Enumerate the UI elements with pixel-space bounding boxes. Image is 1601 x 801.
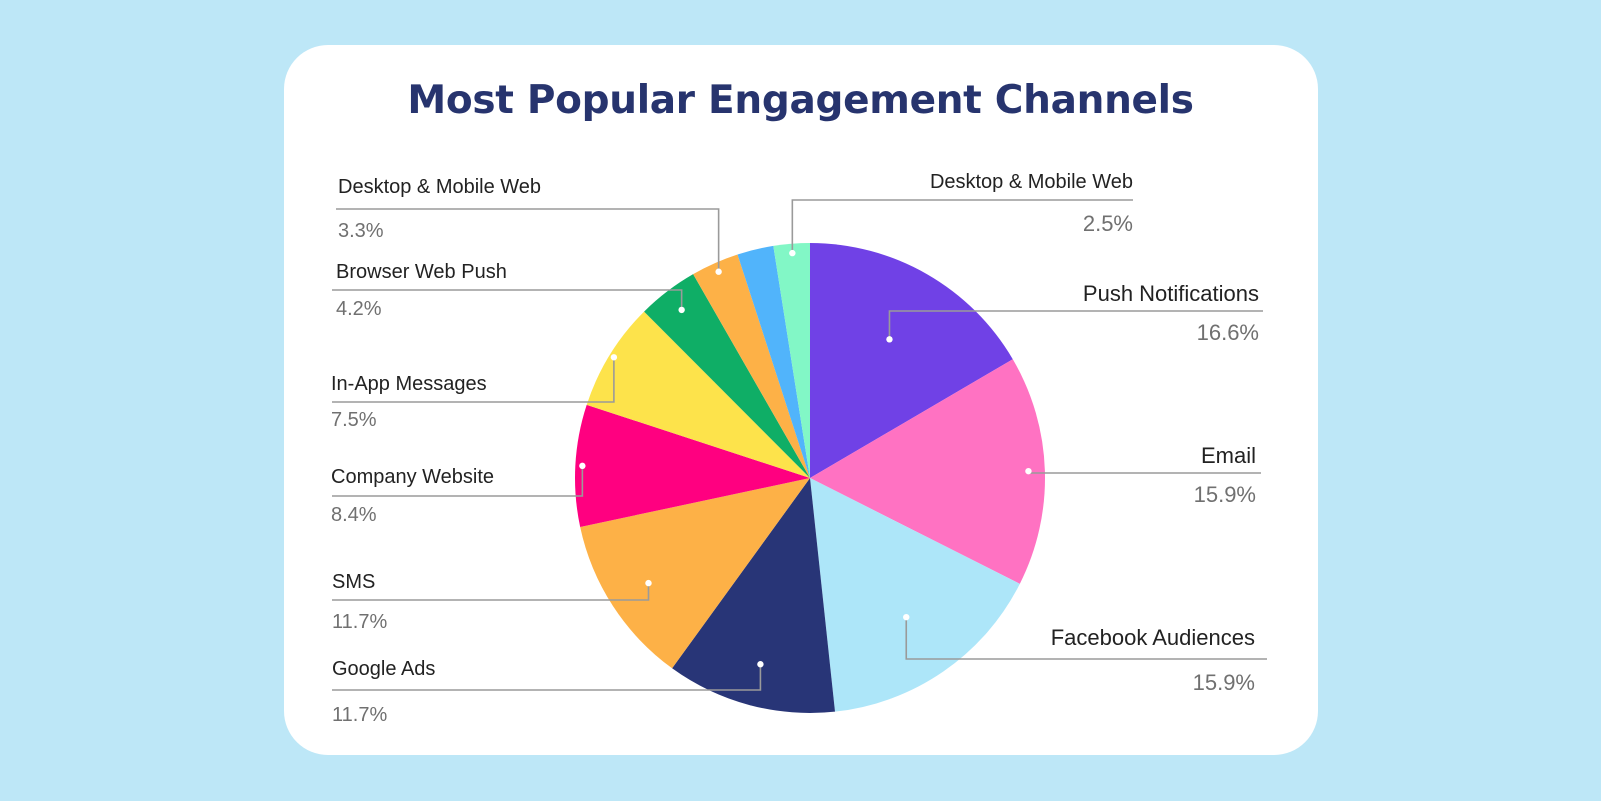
pie-slice-4-google-ads (672, 478, 836, 713)
leader-line-3 (905, 617, 1267, 660)
pie-slice-7-in-app-messages (586, 311, 810, 478)
slice-value-1: 16.6% (1197, 320, 1259, 345)
slice-value-2: 15.9% (1194, 482, 1256, 507)
slice-label-8: Browser Web Push (336, 261, 507, 283)
leader-line-11 (791, 199, 1133, 254)
pie-slice-5-sms (580, 478, 810, 669)
leader-dot-4 (757, 661, 764, 668)
leader-dot-6 (579, 462, 586, 470)
slice-value-6: 8.4% (331, 504, 377, 526)
pie-slice-6-company-website (575, 404, 810, 528)
pie-slice-1-push-notifications (810, 243, 1013, 478)
pie-slice-2-email (810, 359, 1045, 584)
slice-label-3: Facebook Audiences (1051, 625, 1255, 650)
chart-title: Most Popular Engagement Channels (407, 78, 1194, 123)
slice-label-9: Desktop & Mobile Web (338, 176, 541, 198)
slice-label-7: In-App Messages (331, 373, 487, 395)
leader-dot-7 (610, 354, 618, 361)
slice-value-8: 4.2% (336, 298, 382, 320)
pie-slice-3-facebook-audiences (810, 478, 1020, 712)
slice-label-2: Email (1201, 443, 1256, 468)
slice-value-3: 15.9% (1193, 670, 1255, 695)
leader-dot-8 (678, 306, 685, 314)
pie-slice-9-desktop-and-mobile-web (693, 254, 810, 478)
slice-value-7: 7.5% (331, 409, 377, 431)
leader-dot-2 (1025, 467, 1032, 475)
pie-slice-8-browser-web-push (644, 274, 810, 478)
slice-value-5: 11.7% (332, 611, 387, 633)
leader-line-6 (332, 465, 584, 497)
leader-line-1 (888, 310, 1263, 340)
leader-line-4 (332, 664, 762, 691)
slice-label-11: Desktop & Mobile Web (930, 171, 1133, 193)
pie-callouts: Push Notifications 16.6% Email 15.9% Faceboo… (331, 171, 1267, 726)
slice-value-4: 11.7% (332, 704, 387, 726)
leader-dot-11 (789, 249, 796, 257)
leader-dot-3 (903, 613, 910, 621)
slice-label-5: SMS (332, 571, 375, 593)
leader-dot-5 (645, 579, 652, 587)
leader-line-8 (332, 289, 683, 310)
pie-slices (575, 243, 1045, 713)
slice-value-9: 3.3% (338, 220, 384, 242)
leader-dot-9 (715, 268, 722, 275)
slice-label-1: Push Notifications (1083, 281, 1259, 306)
slice-label-4: Google Ads (332, 658, 435, 680)
leader-line-9 (336, 208, 720, 272)
leader-dot-1 (886, 336, 893, 343)
leader-line-2 (1027, 471, 1261, 474)
pie-slice-11-desktop-and-mobile-web (773, 243, 810, 478)
slice-value-11: 2.5% (1083, 211, 1133, 236)
leader-line-7 (332, 357, 615, 403)
pie-slice-10-unlabeled (737, 245, 810, 478)
leader-line-5 (332, 583, 650, 601)
slice-label-6: Company Website (331, 466, 494, 488)
